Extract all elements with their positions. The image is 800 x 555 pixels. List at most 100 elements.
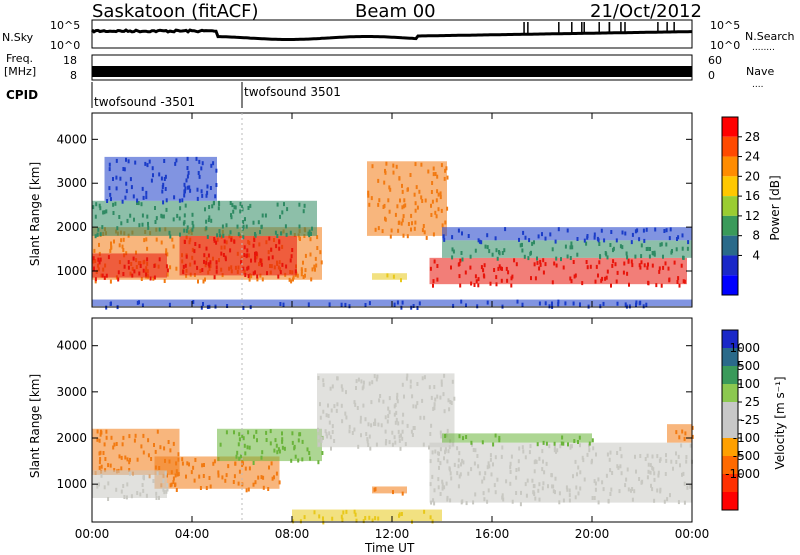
- velocity-cell: [441, 486, 444, 491]
- velocity-cell: [232, 480, 235, 484]
- power-cell: [113, 239, 115, 244]
- power-cell: [367, 193, 370, 198]
- velocity-cell: [292, 519, 295, 524]
- velocity-cell: [474, 492, 477, 497]
- velocity-cell: [221, 475, 224, 480]
- power-cell: [94, 277, 97, 282]
- power-cell: [205, 226, 208, 231]
- velocity-cell: [388, 410, 391, 415]
- velocity-cell: [331, 384, 334, 389]
- power-cell: [549, 232, 552, 237]
- power-cell: [465, 303, 467, 308]
- velocity-cell: [384, 441, 387, 446]
- velocity-cell: [238, 432, 241, 437]
- power-cell: [381, 229, 384, 234]
- velocity-cell: [542, 481, 545, 486]
- power-cell: [191, 227, 194, 232]
- power-cell: [215, 265, 218, 270]
- velocity-cell: [553, 441, 556, 446]
- velocity-colorbar-swatch: [722, 402, 738, 420]
- velocity-cell: [398, 434, 401, 439]
- power-cell: [531, 241, 534, 246]
- velocity-cell: [619, 464, 622, 469]
- power-cell: [432, 232, 435, 237]
- power-cell: [665, 228, 668, 233]
- power-cell: [205, 246, 208, 251]
- velocity-region: [217, 428, 322, 462]
- nsearch-label: N.Search: [745, 30, 795, 43]
- velocity-cell: [534, 496, 537, 501]
- velocity-cell: [393, 412, 396, 417]
- velocity-cell: [421, 376, 424, 381]
- power-cell: [186, 174, 189, 179]
- velocity-cell: [205, 486, 208, 490]
- power-cell: [185, 178, 188, 183]
- velocity-cell: [373, 421, 375, 426]
- velocity-cell: [415, 404, 418, 409]
- velocity-cell: [301, 457, 304, 462]
- velocity-cell: [409, 379, 412, 384]
- power-cell: [188, 185, 191, 190]
- power-cell: [612, 259, 615, 264]
- velocity-cell: [509, 461, 512, 466]
- power-cell: [542, 258, 545, 263]
- power-cell: [229, 248, 232, 253]
- power-cell: [162, 200, 165, 205]
- velocity-cell: [299, 432, 302, 437]
- power-cell: [300, 269, 303, 274]
- velocity-cell: [107, 481, 110, 486]
- velocity-cell: [446, 497, 449, 502]
- power-cell: [203, 259, 205, 264]
- velocity-cell: [234, 461, 237, 466]
- velocity-colorbar-swatch: [722, 474, 738, 492]
- power-cell: [639, 265, 642, 270]
- xtick-label: 04:00: [175, 527, 210, 541]
- power-cell: [164, 174, 167, 179]
- velocity-cell: [542, 459, 544, 464]
- velocity-cell: [267, 487, 270, 491]
- power-cell: [397, 228, 400, 233]
- velocity-colorbar-swatch: [722, 348, 738, 366]
- velocity-cell: [301, 439, 304, 444]
- power-colorbar-swatch: [722, 156, 738, 177]
- velocity-cell: [142, 433, 145, 438]
- velocity-cell: [470, 440, 473, 445]
- power-cell: [314, 256, 317, 261]
- power-cell: [118, 243, 121, 248]
- power-cell: [246, 266, 249, 271]
- power-cell: [505, 266, 508, 271]
- velocity-cell: [394, 420, 397, 425]
- power-cell: [459, 258, 462, 263]
- velocity-cell: [456, 471, 459, 476]
- velocity-cell: [225, 430, 228, 435]
- power-cell: [185, 254, 188, 259]
- power-cell: [583, 238, 586, 243]
- velocity-cell: [104, 457, 107, 461]
- power-cell: [406, 187, 409, 192]
- power-cell: [614, 262, 617, 267]
- velocity-cell: [657, 473, 660, 478]
- velocity-cell: [562, 441, 565, 446]
- power-cell: [544, 262, 547, 267]
- velocity-cell: [120, 489, 123, 494]
- power-cell: [92, 256, 95, 261]
- power-cell: [430, 213, 433, 217]
- velocity-cell: [329, 386, 332, 391]
- power-cell: [121, 244, 124, 249]
- power-cell: [183, 220, 186, 225]
- velocity-cell: [290, 458, 293, 463]
- power-cell: [182, 270, 185, 274]
- power-cell: [368, 301, 371, 306]
- velocity-cell: [252, 461, 255, 465]
- velocity-cell: [505, 479, 508, 484]
- power-cell: [290, 279, 293, 284]
- velocity-cell: [317, 435, 320, 440]
- power-cell: [249, 203, 252, 208]
- velocity-cell: [548, 444, 551, 449]
- power-colorbar-frame: [721, 116, 739, 296]
- power-cell: [619, 244, 622, 249]
- velocity-cell: [665, 453, 667, 458]
- power-cell: [158, 257, 161, 262]
- velocity-cell: [262, 475, 265, 480]
- velocity-cell: [361, 386, 364, 391]
